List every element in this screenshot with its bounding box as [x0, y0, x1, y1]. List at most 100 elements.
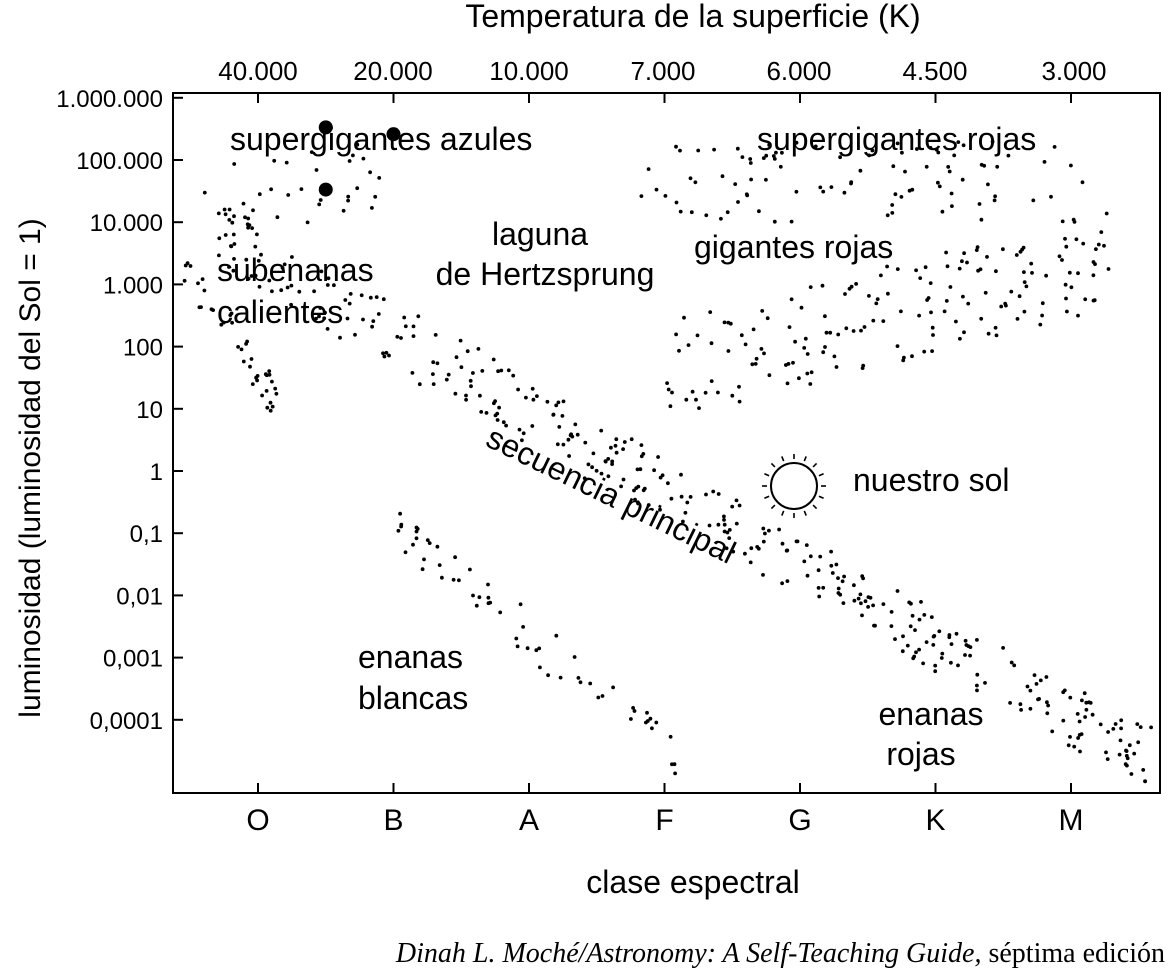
- label-hertzsprung: de Hertzsprung: [436, 256, 655, 292]
- star-point: [838, 592, 843, 597]
- x-tick-label: K: [925, 804, 945, 837]
- star-point: [797, 376, 801, 381]
- star-point: [696, 148, 701, 153]
- star-point: [486, 582, 490, 587]
- star-point: [940, 209, 945, 214]
- y-tick-label: 0,01: [116, 583, 163, 610]
- star-point: [599, 428, 604, 433]
- star-point: [753, 362, 758, 366]
- star-point: [979, 316, 984, 321]
- star-point: [435, 544, 440, 549]
- star-point: [954, 631, 959, 636]
- star-point: [253, 244, 258, 249]
- star-point: [1064, 296, 1068, 301]
- star-point: [188, 264, 193, 268]
- star-point: [289, 283, 294, 288]
- star-point: [947, 635, 952, 640]
- star-point: [493, 413, 498, 418]
- y-tick-label: 0,1: [130, 521, 163, 548]
- star-point: [567, 454, 571, 458]
- star-point: [734, 498, 739, 503]
- star-point: [554, 403, 559, 408]
- star-point: [767, 143, 772, 147]
- star-point: [722, 518, 726, 522]
- star-point: [286, 193, 291, 197]
- star-point: [223, 233, 228, 237]
- star-point: [611, 685, 615, 690]
- star-point: [253, 273, 258, 278]
- top-tick-label: 10.000: [489, 56, 569, 86]
- star-point: [377, 176, 382, 180]
- star-point: [762, 351, 766, 356]
- star-point: [780, 581, 784, 586]
- star-point: [270, 289, 274, 294]
- star-point: [431, 382, 436, 386]
- sun-ray: [781, 510, 785, 516]
- star-point: [387, 353, 391, 358]
- star-point: [1068, 735, 1072, 739]
- star-point: [314, 316, 318, 321]
- star-point: [230, 220, 235, 225]
- star-point: [1063, 282, 1068, 287]
- y-tick-label: 100.000: [76, 148, 163, 175]
- credit-edition: séptima edición: [981, 938, 1165, 969]
- star-point: [829, 185, 834, 190]
- star-point: [843, 292, 847, 296]
- star-point: [1124, 749, 1129, 753]
- star-point: [1077, 733, 1082, 737]
- star-point: [232, 242, 237, 246]
- star-point: [267, 278, 272, 283]
- star-point: [859, 328, 863, 333]
- star-point: [535, 394, 539, 398]
- star-point: [297, 289, 302, 294]
- star-point: [679, 494, 684, 499]
- star-point: [629, 717, 633, 721]
- star-point: [520, 438, 524, 443]
- star-point: [239, 347, 244, 352]
- star-point: [555, 442, 560, 447]
- star-point: [196, 281, 200, 286]
- star-point: [621, 477, 626, 482]
- star-point: [1138, 725, 1143, 729]
- star-point: [802, 559, 807, 564]
- label-calientes: calientes: [217, 294, 343, 330]
- star-point: [900, 649, 905, 654]
- star-point: [1050, 729, 1055, 734]
- star-point: [867, 153, 871, 158]
- star-point: [879, 273, 883, 278]
- star-point: [1135, 722, 1140, 726]
- star-point: [851, 329, 856, 333]
- star-point: [530, 386, 535, 391]
- y-tick-label: 0,001: [103, 646, 163, 673]
- star-point: [789, 297, 794, 302]
- star-point: [954, 319, 958, 324]
- star-point: [561, 399, 566, 404]
- star-point: [1042, 160, 1047, 164]
- star-point: [232, 214, 236, 219]
- star-point: [895, 344, 900, 348]
- star-point: [453, 555, 457, 560]
- star-point: [631, 706, 635, 710]
- star-point: [639, 194, 644, 199]
- star-point: [417, 382, 422, 387]
- star-point: [403, 324, 408, 329]
- star-point: [911, 656, 916, 661]
- star-point: [561, 442, 566, 447]
- label-laguna: laguna: [492, 216, 588, 252]
- star-point: [728, 321, 733, 326]
- star-point: [913, 628, 917, 632]
- star-point: [246, 225, 251, 230]
- star-point: [963, 638, 968, 643]
- star-point: [1037, 697, 1041, 701]
- star-point: [477, 595, 482, 600]
- star-point: [936, 180, 940, 185]
- star-point: [1032, 673, 1037, 677]
- star-point: [1065, 309, 1069, 314]
- star-point: [1113, 722, 1118, 726]
- star-point: [634, 486, 639, 490]
- star-point: [856, 596, 861, 601]
- star-point: [609, 445, 613, 450]
- star-point: [1098, 722, 1103, 727]
- star-point: [1030, 271, 1034, 275]
